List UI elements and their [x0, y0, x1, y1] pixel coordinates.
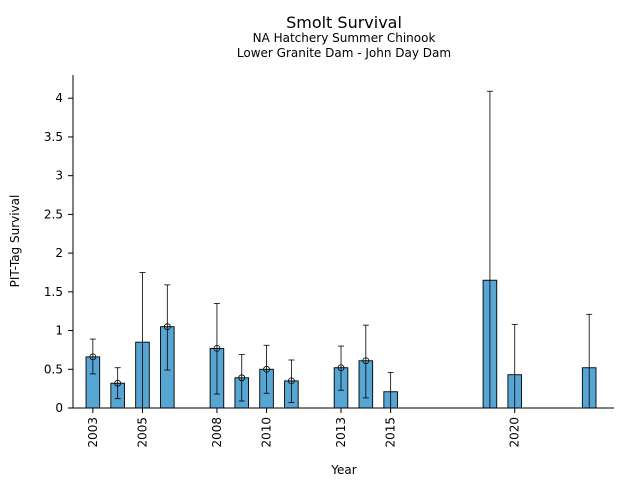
x-tick-label: 2005	[135, 417, 149, 448]
point-marker-2004	[114, 379, 122, 387]
error-bar-2014	[362, 324, 370, 399]
error-bar-2013	[337, 345, 345, 391]
error-bar-2008	[213, 303, 221, 395]
point-marker-2013	[337, 364, 345, 372]
y-axis-ticks: 0 0.5 1 1.5 2 2.5 3 3.5 4	[44, 91, 73, 415]
y-tick-label: 3	[55, 169, 63, 183]
y-tick-label: 0	[55, 401, 63, 415]
point-marker-2014	[362, 357, 370, 365]
error-bar-2010	[263, 344, 270, 394]
y-tick-label: 0.5	[44, 362, 63, 376]
chart-subtitle-line-1: NA Hatchery Summer Chinook	[253, 31, 436, 45]
point-marker-2011	[287, 377, 295, 385]
x-tick-label: 2010	[260, 417, 274, 448]
x-tick-label: 2013	[334, 417, 348, 448]
point-marker-2006	[163, 323, 171, 331]
y-tick-label: 1.5	[44, 285, 63, 299]
y-axis-label: PIT-Tag Survival	[8, 195, 22, 288]
x-tick-label: 2015	[384, 417, 398, 448]
chart-subtitle-line-2: Lower Granite Dam - John Day Dam	[237, 46, 451, 60]
x-axis-label: Year	[330, 463, 356, 477]
error-bar-2009	[238, 354, 246, 402]
y-tick-label: 4	[55, 91, 63, 105]
bars-layer	[85, 279, 597, 409]
point-marker-2009	[238, 374, 246, 382]
error-bar-2006	[163, 284, 171, 371]
chart-title: Smolt Survival	[286, 13, 402, 32]
point-marker-2003	[89, 353, 97, 361]
x-tick-label: 2020	[508, 417, 522, 448]
y-tick-label: 2	[55, 246, 63, 260]
y-tick-label: 2.5	[44, 207, 63, 221]
y-tick-label: 1	[55, 324, 63, 338]
y-tick-label: 3.5	[44, 130, 63, 144]
point-marker-2008	[213, 344, 221, 352]
x-tick-label: 2008	[210, 417, 224, 448]
point-marker-2010	[263, 365, 270, 373]
error-bar-2004	[114, 367, 122, 400]
error-bar-2011	[287, 359, 295, 403]
error-bars-layer	[89, 90, 593, 409]
x-tick-label: 2003	[86, 417, 100, 448]
error-bar-2003	[89, 338, 97, 375]
x-axis-ticks: 2003 2005 2008 2010 2013 2015 2020	[86, 408, 522, 448]
